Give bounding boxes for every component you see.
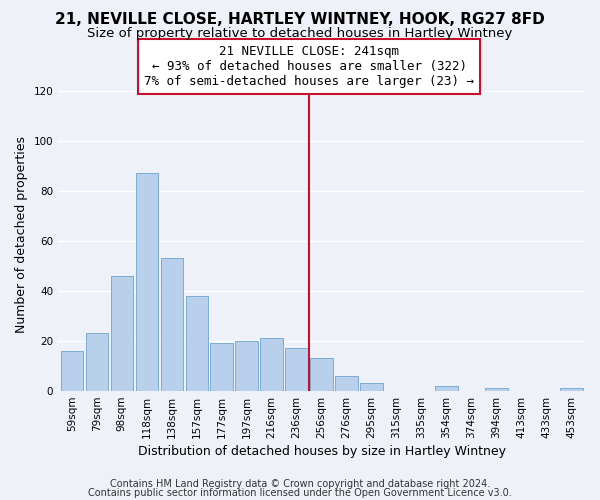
X-axis label: Distribution of detached houses by size in Hartley Wintney: Distribution of detached houses by size …	[137, 444, 506, 458]
Text: Contains public sector information licensed under the Open Government Licence v3: Contains public sector information licen…	[88, 488, 512, 498]
Bar	[136, 173, 158, 390]
Bar	[110, 276, 133, 390]
Text: 21 NEVILLE CLOSE: 241sqm
← 93% of detached houses are smaller (322)
7% of semi-d: 21 NEVILLE CLOSE: 241sqm ← 93% of detach…	[144, 45, 474, 88]
Bar	[310, 358, 333, 390]
Bar	[435, 386, 458, 390]
Bar	[260, 338, 283, 390]
Bar	[161, 258, 183, 390]
Bar	[86, 333, 108, 390]
Bar	[185, 296, 208, 390]
Bar	[335, 376, 358, 390]
Text: Contains HM Land Registry data © Crown copyright and database right 2024.: Contains HM Land Registry data © Crown c…	[110, 479, 490, 489]
Y-axis label: Number of detached properties: Number of detached properties	[15, 136, 28, 333]
Bar	[360, 383, 383, 390]
Text: Size of property relative to detached houses in Hartley Wintney: Size of property relative to detached ho…	[88, 28, 512, 40]
Text: 21, NEVILLE CLOSE, HARTLEY WINTNEY, HOOK, RG27 8FD: 21, NEVILLE CLOSE, HARTLEY WINTNEY, HOOK…	[55, 12, 545, 28]
Bar	[286, 348, 308, 391]
Bar	[61, 350, 83, 391]
Bar	[560, 388, 583, 390]
Bar	[211, 343, 233, 390]
Bar	[485, 388, 508, 390]
Bar	[235, 340, 258, 390]
